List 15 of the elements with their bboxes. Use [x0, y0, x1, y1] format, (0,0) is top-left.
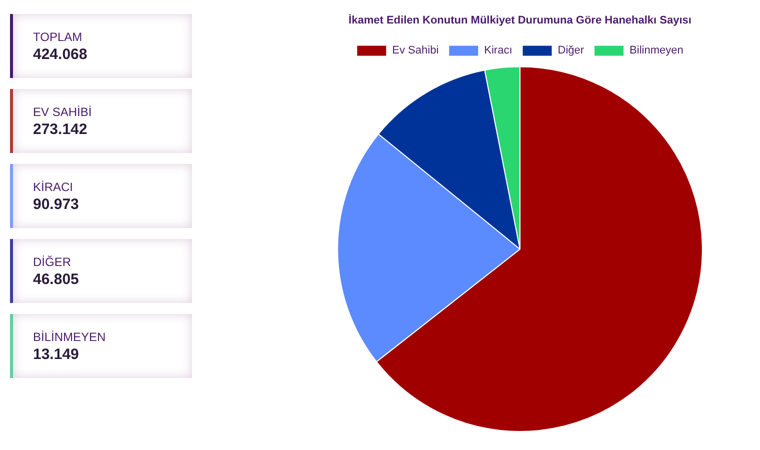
text: 46.805 — [33, 271, 80, 288]
text: DİĞER — [33, 255, 72, 269]
text: 273.142 — [33, 121, 88, 138]
text: 424.068 — [33, 46, 88, 63]
legend-label: Bilinmeyen — [630, 44, 684, 57]
text: BİLİNMEYEN — [33, 330, 107, 344]
legend-label: Ev Sahibi — [392, 44, 439, 57]
chart-title: İkamet Edilen Konutun Mülkiyet Durumuna Göre Hanehalkı Sayısı — [348, 14, 692, 27]
text: 13.149 — [33, 346, 80, 363]
legend-label: Diğer — [558, 44, 584, 57]
text: KİRACI — [33, 180, 74, 194]
text: EV SAHİBİ — [33, 105, 93, 119]
legend-label: Kiracı — [484, 44, 512, 57]
text: TOPLAM — [33, 30, 84, 44]
text: 90.973 — [33, 196, 80, 213]
